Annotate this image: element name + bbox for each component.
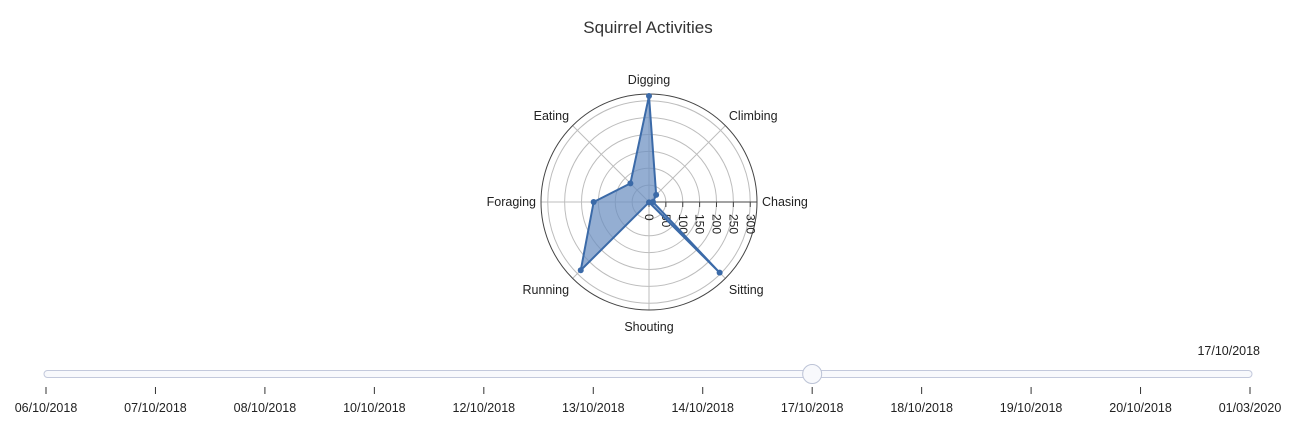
slider-step-label[interactable]: 07/10/2018 bbox=[124, 401, 187, 415]
slider-step-label[interactable]: 19/10/2018 bbox=[1000, 401, 1063, 415]
radial-tick-label: 300 bbox=[743, 214, 757, 234]
slider-current-value: 17/10/2018 bbox=[1197, 344, 1260, 358]
date-slider[interactable]: 06/10/2018 07/10/2018 08/10/2018 10/10/2018… bbox=[15, 344, 1282, 415]
radar-data-point[interactable] bbox=[627, 180, 634, 187]
axis-label-sitting: Sitting bbox=[729, 283, 764, 297]
angular-gridline bbox=[648, 125, 726, 203]
radar-data-point[interactable] bbox=[577, 267, 584, 274]
slider-track[interactable] bbox=[43, 370, 1253, 378]
radial-tick-label: 200 bbox=[710, 214, 724, 234]
chart-title: Squirrel Activities bbox=[583, 18, 712, 37]
slider-step-label[interactable]: 18/10/2018 bbox=[890, 401, 953, 415]
radar-data-point[interactable] bbox=[716, 269, 723, 276]
slider-step-label[interactable]: 01/03/2020 bbox=[1219, 401, 1282, 415]
axis-label-eating: Eating bbox=[534, 109, 569, 123]
axis-label-shouting: Shouting bbox=[624, 320, 673, 334]
axis-label-digging: Digging bbox=[628, 73, 670, 87]
radial-tick-label: 50 bbox=[659, 214, 673, 228]
axis-label-chasing: Chasing bbox=[762, 195, 808, 209]
slider-step-label[interactable]: 14/10/2018 bbox=[671, 401, 734, 415]
axis-label-climbing: Climbing bbox=[729, 109, 778, 123]
slider-step-label[interactable]: 17/10/2018 bbox=[781, 401, 844, 415]
radar-data-point[interactable] bbox=[646, 93, 652, 100]
radial-tick-label: 0 bbox=[642, 214, 656, 221]
radial-tick-label: 250 bbox=[726, 214, 740, 234]
slider-step-label[interactable]: 10/10/2018 bbox=[343, 401, 406, 415]
slider-step-label[interactable]: 08/10/2018 bbox=[234, 401, 297, 415]
radar-data-point[interactable] bbox=[590, 199, 597, 205]
slider-step-label[interactable]: 06/10/2018 bbox=[15, 401, 78, 415]
radar-data-point[interactable] bbox=[653, 191, 660, 198]
radar-axis-labels: Digging Climbing Chasing Sitting Shouting Run… bbox=[487, 73, 808, 334]
radar-data-point[interactable] bbox=[646, 199, 652, 206]
slider-step-label[interactable]: 13/10/2018 bbox=[562, 401, 625, 415]
slider-step-label[interactable]: 20/10/2018 bbox=[1109, 401, 1172, 415]
axis-label-foraging: Foraging bbox=[487, 195, 536, 209]
slider-step-label[interactable]: 12/10/2018 bbox=[453, 401, 516, 415]
slider-handle[interactable] bbox=[802, 364, 823, 384]
axis-label-running: Running bbox=[523, 283, 570, 297]
radial-tick-label: 150 bbox=[693, 214, 707, 234]
radar-series bbox=[577, 93, 723, 276]
